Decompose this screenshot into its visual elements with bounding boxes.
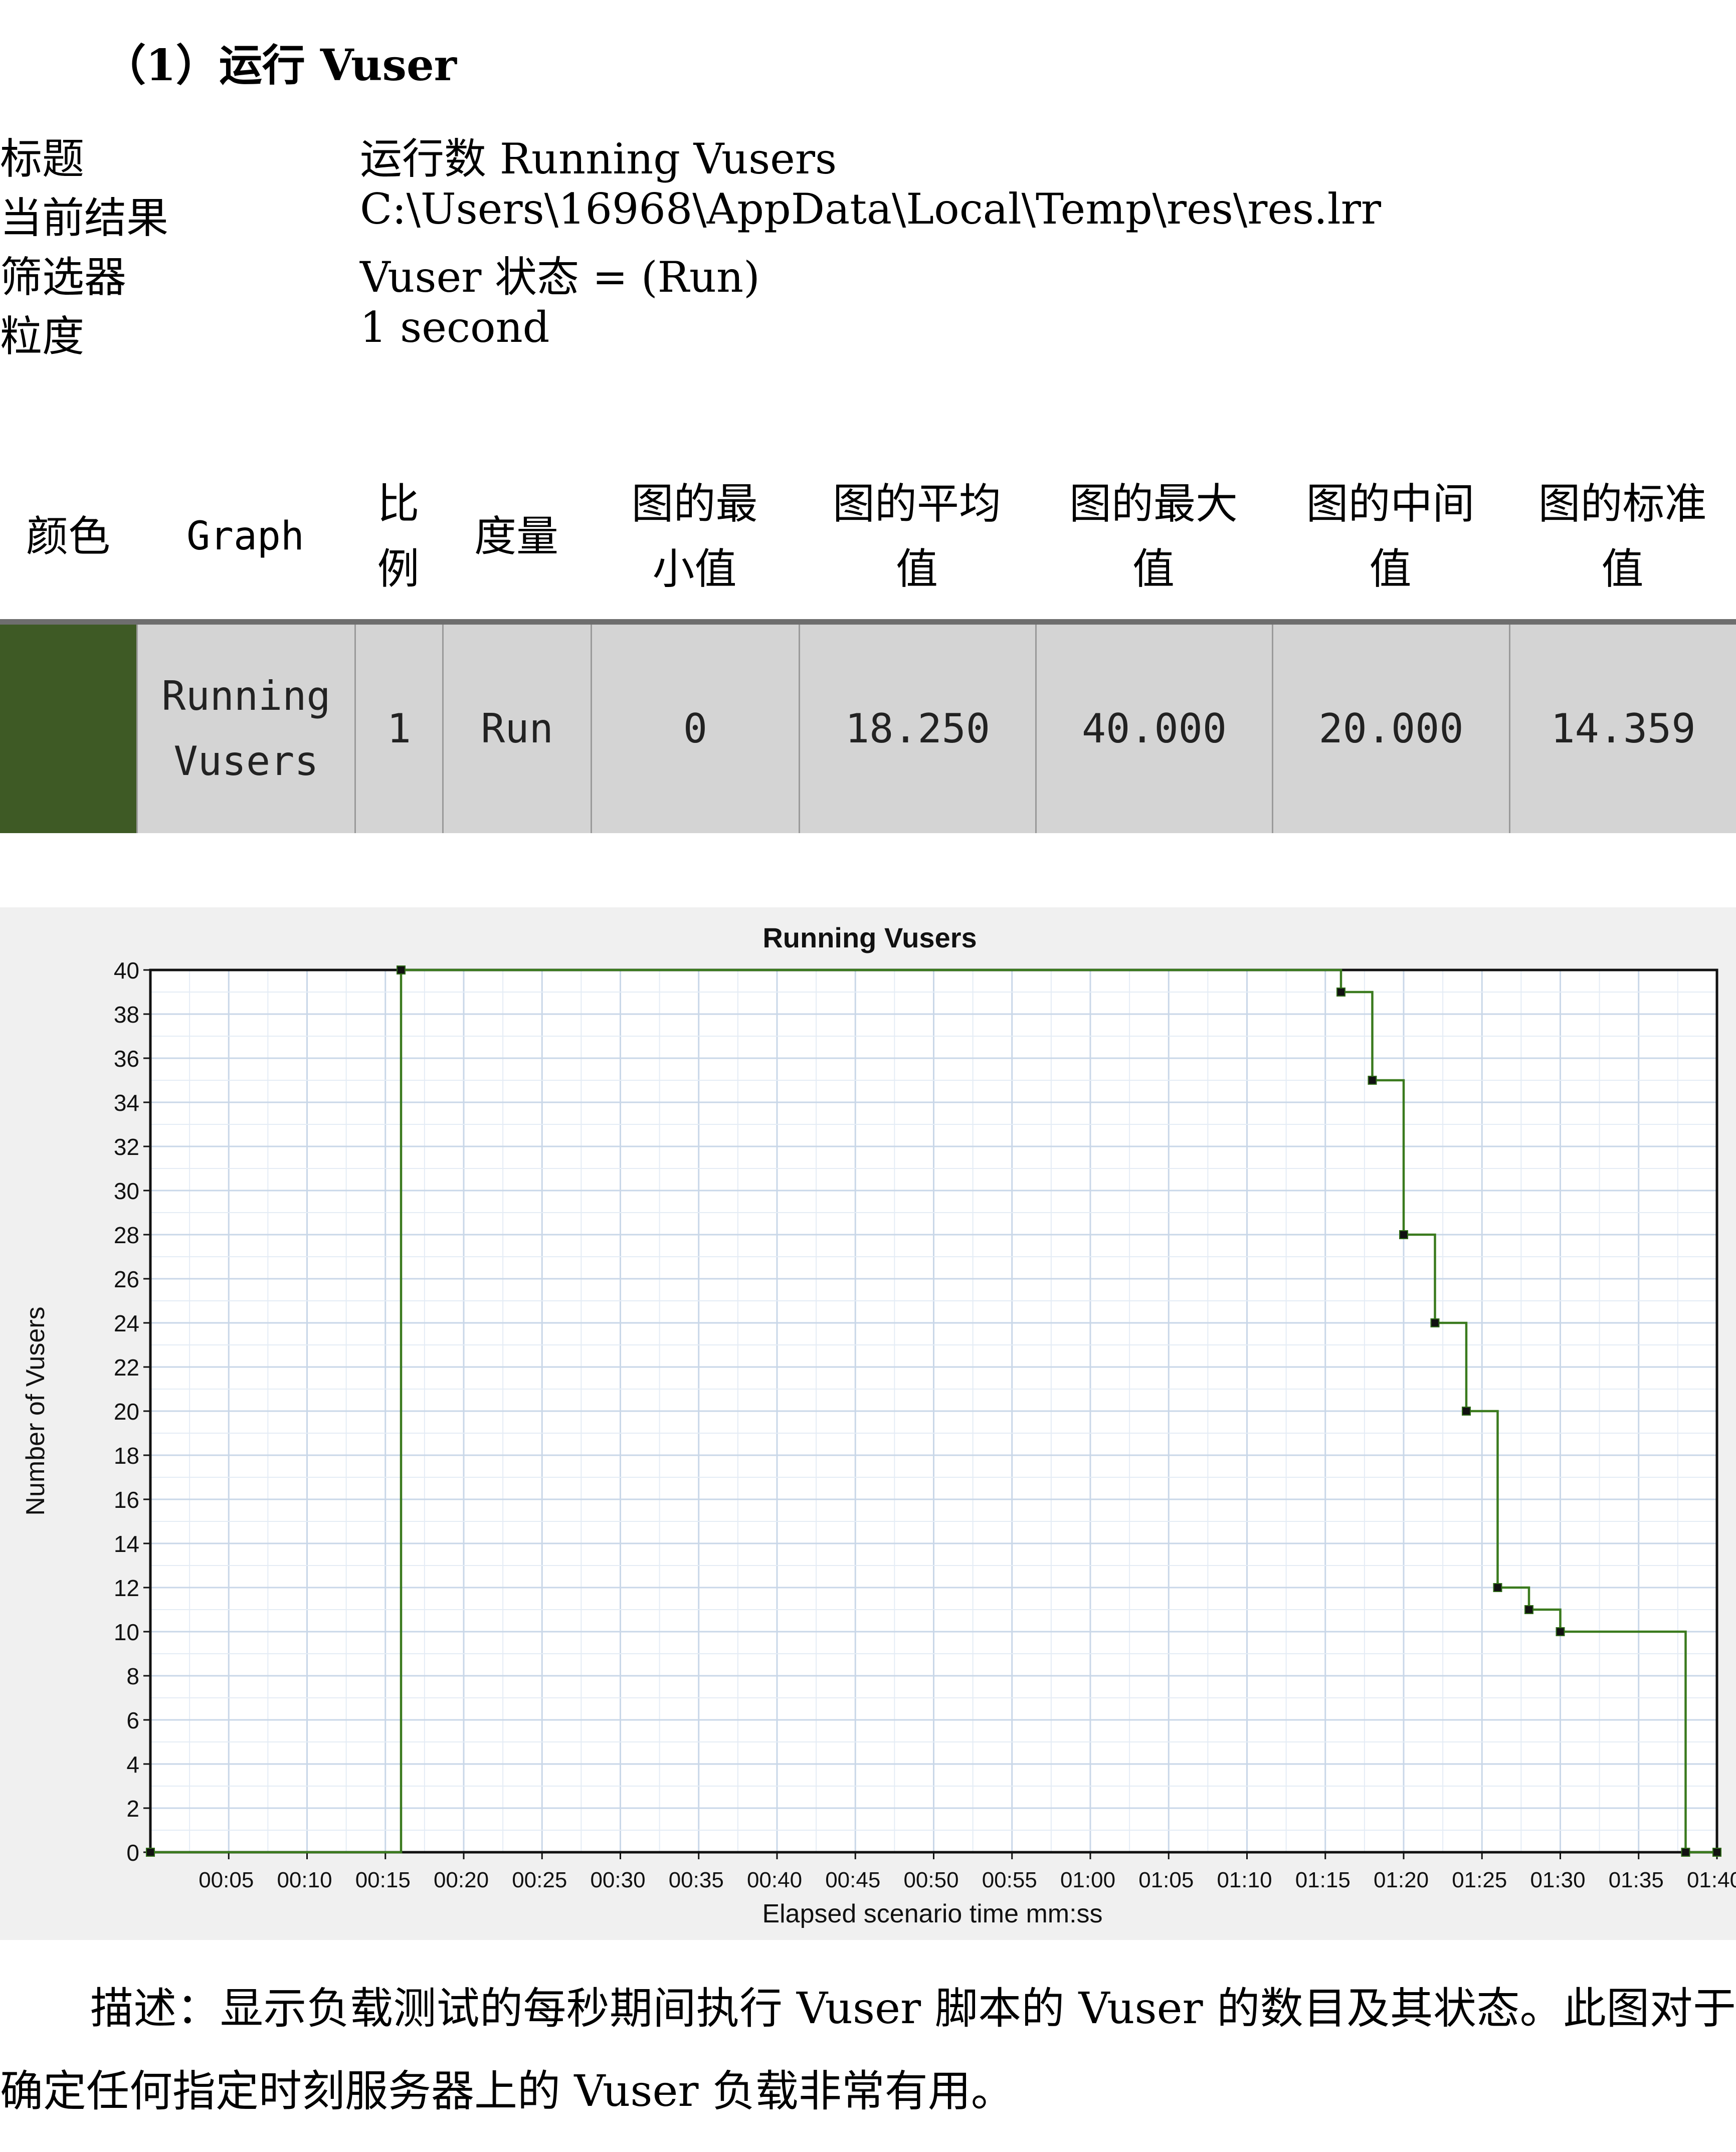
meta-value: 1 second [360, 303, 550, 352]
y-tick-label: 18 [114, 1443, 139, 1469]
y-tick-label: 14 [114, 1531, 139, 1557]
y-tick-label: 24 [114, 1310, 139, 1336]
color-swatch [0, 625, 136, 833]
header-color: 颜色 [26, 512, 110, 561]
meta-key: 筛选器 [0, 253, 127, 302]
y-tick-label: 38 [114, 1002, 139, 1028]
cell-graph: Running Vusers [136, 625, 354, 833]
description-text: 描述：显示负载测试的每秒期间执行 Vuser 脚本的 Vuser 的数目及其状态… [0, 1984, 1736, 2116]
cell-std: 14.359 [1509, 625, 1736, 833]
cell-max: 40.000 [1035, 625, 1272, 833]
y-tick-label: 4 [126, 1751, 139, 1778]
x-tick-label: 00:05 [199, 1868, 254, 1892]
y-tick-label: 22 [114, 1354, 139, 1381]
data-point-marker [1556, 1627, 1565, 1636]
header-graph: Graph [186, 514, 304, 559]
data-point-marker [1462, 1407, 1471, 1416]
x-tick-label: 00:40 [747, 1868, 802, 1892]
y-tick-label: 36 [114, 1046, 139, 1072]
data-point-marker [397, 965, 406, 974]
cell-median: 20.000 [1272, 625, 1509, 833]
y-tick-label: 16 [114, 1487, 139, 1513]
header-min: 图的最小值 [631, 479, 758, 594]
x-tick-label: 00:15 [355, 1868, 411, 1892]
y-tick-label: 0 [126, 1840, 139, 1866]
x-tick-label: 00:25 [512, 1868, 567, 1892]
header-scale: 比例 [377, 479, 420, 594]
data-point-marker [1368, 1076, 1377, 1085]
x-tick-label: 01:10 [1217, 1868, 1272, 1892]
x-tick-label: 01:35 [1609, 1868, 1664, 1892]
y-axis-label: Number of Vusers [21, 1306, 50, 1515]
y-tick-label: 10 [114, 1619, 139, 1645]
stats-header-row: 颜色 Graph 比例 度量 图的最小值 图的平均值 图的最大值 图的中间值 图… [0, 454, 1736, 625]
y-tick-label: 26 [114, 1266, 139, 1292]
meta-value: Vuser 状态 = (Run) [360, 253, 760, 302]
chart-svg: Running Vusers Elapsed scenario time mm:… [21, 922, 1736, 1928]
section-heading: （1）运行 Vuser [103, 40, 457, 91]
y-tick-label: 6 [126, 1707, 139, 1733]
y-tick-label: 32 [114, 1134, 139, 1160]
x-tick-label: 00:50 [903, 1868, 958, 1892]
data-point-marker [146, 1848, 155, 1857]
x-tick-label: 00:45 [825, 1868, 880, 1892]
cell-avg: 18.250 [799, 625, 1035, 833]
x-tick-label: 01:20 [1374, 1868, 1429, 1892]
meta-key: 标题 [0, 134, 85, 183]
header-measure: 度量 [474, 512, 558, 561]
x-axis-label: Elapsed scenario time mm:ss [762, 1899, 1102, 1928]
x-tick-label: 01:00 [1060, 1868, 1115, 1892]
meta-value: C:\Users\16968\AppData\Local\Temp\res\re… [360, 184, 1382, 234]
x-tick-label: 00:55 [982, 1868, 1037, 1892]
header-std: 图的标准值 [1538, 479, 1707, 594]
x-tick-label: 01:15 [1295, 1868, 1351, 1892]
y-tick-label: 34 [114, 1090, 139, 1116]
y-tick-label: 12 [114, 1575, 139, 1601]
y-tick-label: 40 [114, 957, 139, 984]
stats-table: 颜色 Graph 比例 度量 图的最小值 图的平均值 图的最大值 图的中间值 图… [0, 454, 1736, 833]
running-vusers-chart: Running Vusers Elapsed scenario time mm:… [0, 907, 1736, 1940]
stats-data-row: Running Vusers 1 Run 0 18.250 40.000 20.… [0, 625, 1736, 833]
x-tick-label: 00:20 [434, 1868, 489, 1892]
data-point-marker [1493, 1583, 1502, 1592]
y-tick-label: 2 [126, 1796, 139, 1822]
data-point-marker [1336, 988, 1345, 997]
y-tick-label: 8 [126, 1663, 139, 1689]
data-point-marker [1399, 1230, 1408, 1239]
header-avg: 图的平均值 [832, 479, 1001, 594]
x-tick-label: 01:30 [1530, 1868, 1585, 1892]
x-tick-label: 01:05 [1138, 1868, 1194, 1892]
header-max: 图的最大值 [1069, 479, 1238, 594]
header-median: 图的中间值 [1306, 479, 1475, 594]
y-tick-label: 20 [114, 1399, 139, 1425]
meta-key: 当前结果 [0, 193, 169, 243]
description: 描述：显示负载测试的每秒期间执行 Vuser 脚本的 Vuser 的数目及其状态… [0, 1968, 1736, 2133]
data-point-marker [1430, 1318, 1440, 1327]
x-tick-label: 00:30 [590, 1868, 645, 1892]
data-point-marker [1681, 1848, 1690, 1857]
x-tick-label: 00:35 [669, 1868, 724, 1892]
y-tick-label: 30 [114, 1178, 139, 1204]
cell-min: 0 [591, 625, 799, 833]
data-point-marker [1524, 1605, 1533, 1614]
cell-scale: 1 [354, 625, 442, 833]
meta-key: 粒度 [0, 312, 85, 361]
cell-measure: Run [442, 625, 591, 833]
meta-value: 运行数 Running Vusers [360, 134, 837, 183]
x-tick-label: 01:25 [1452, 1868, 1507, 1892]
series-line-running-vusers [150, 968, 1717, 1854]
chart-title: Running Vusers [762, 922, 977, 953]
x-tick-label: 00:10 [277, 1868, 332, 1892]
y-tick-label: 28 [114, 1222, 139, 1248]
data-point-marker [1712, 1848, 1721, 1857]
x-tick-label: 01:40 [1687, 1868, 1736, 1892]
